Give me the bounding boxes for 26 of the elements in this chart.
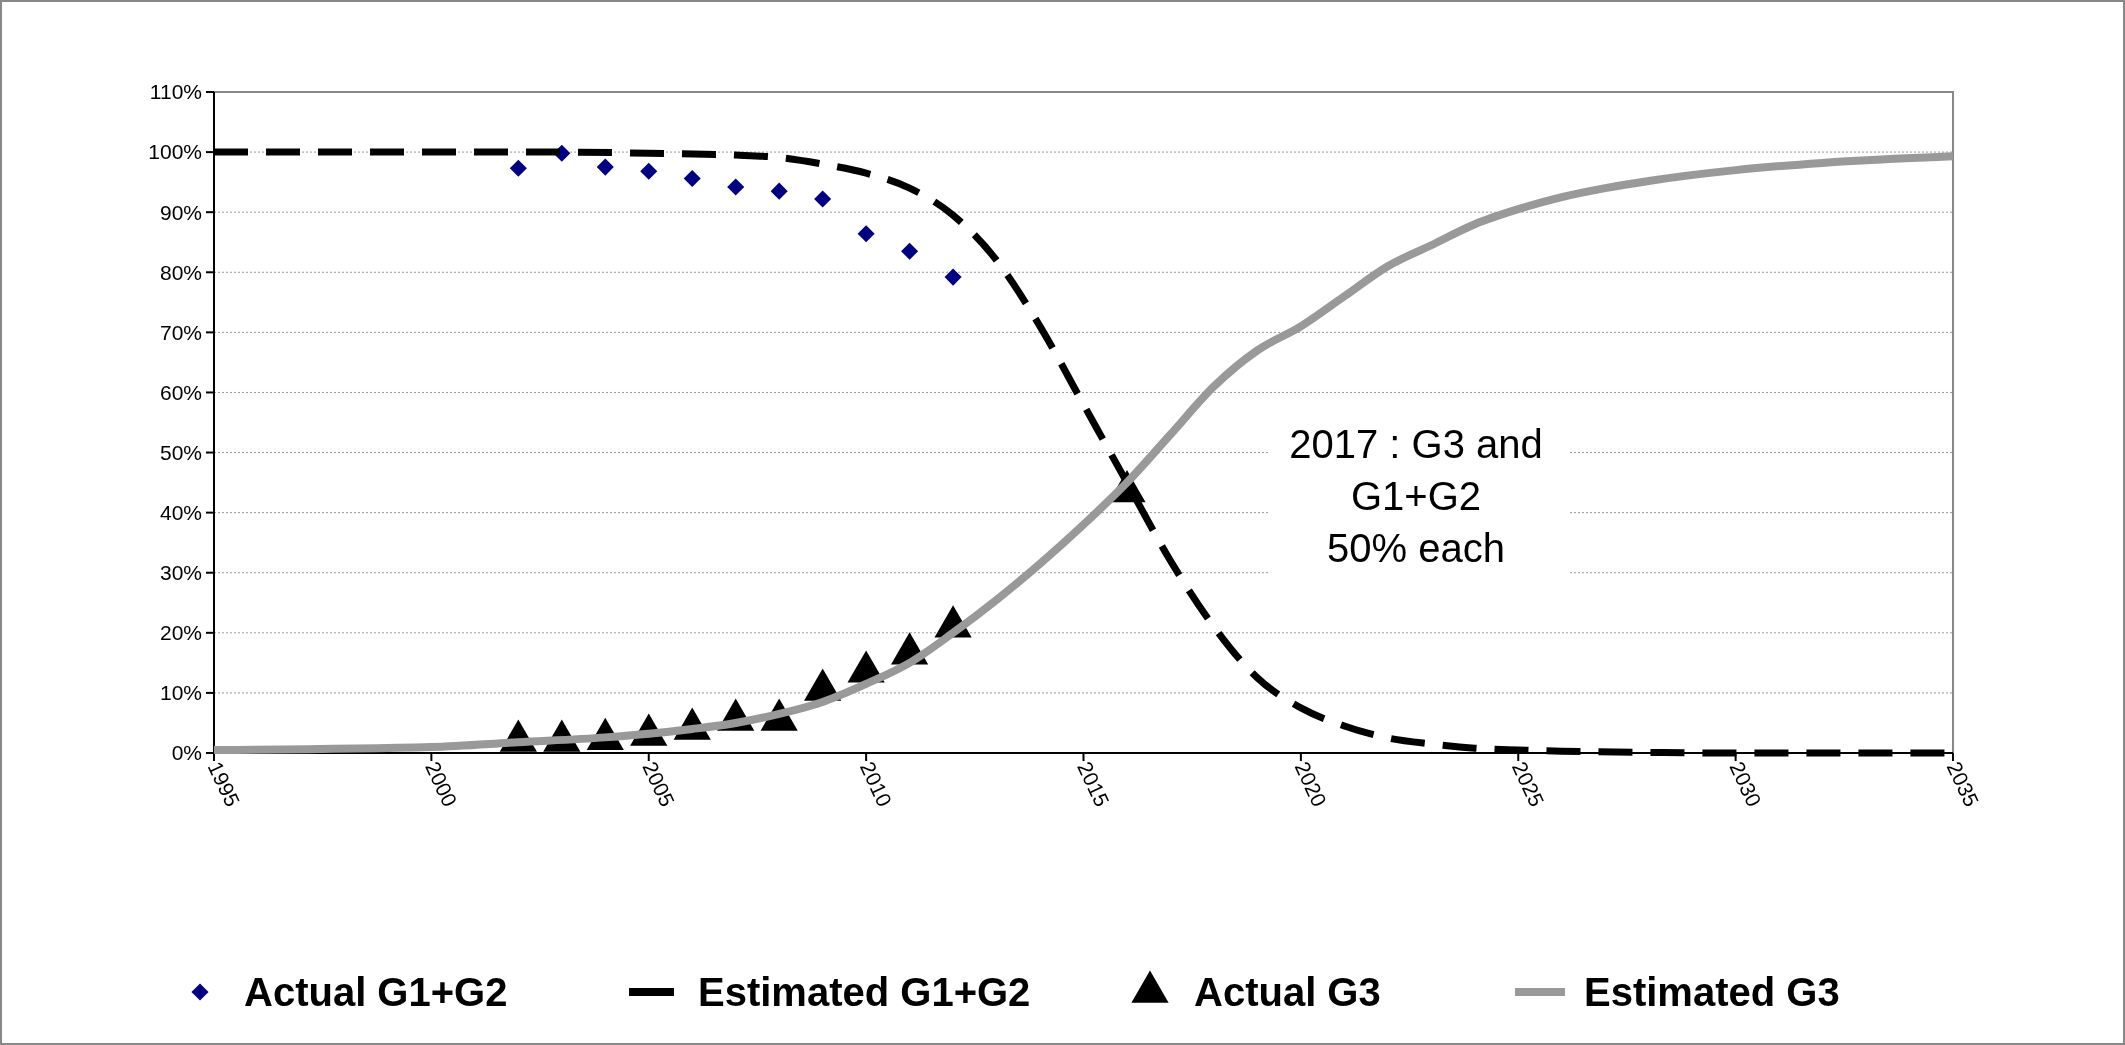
- x-tick-label: 2020: [1290, 758, 1332, 811]
- y-tick-label: 70%: [159, 320, 202, 344]
- x-tick-label: 2025: [1507, 758, 1549, 811]
- y-tick-label: 80%: [159, 260, 202, 284]
- legend-label: Actual G3: [1194, 970, 1381, 1014]
- annotation: 2017 : G3 and G1+G2 50% each: [1289, 422, 1543, 570]
- y-tick-label: 20%: [159, 621, 202, 645]
- y-tick-label: 30%: [159, 561, 202, 585]
- legend-label: Estimated G1+G2: [698, 970, 1031, 1014]
- y-tick-label: 90%: [159, 200, 202, 224]
- x-tick-label: 1995: [203, 758, 245, 811]
- legend-label: Estimated G3: [1584, 970, 1840, 1014]
- x-tick-label: 2035: [1942, 758, 1984, 811]
- x-tick-label: 2005: [638, 758, 680, 811]
- x-tick-label: 2000: [421, 758, 462, 811]
- y-tick-label: 40%: [159, 500, 202, 524]
- y-tick-label: 10%: [159, 681, 202, 705]
- x-tick-label: 2010: [855, 758, 897, 811]
- y-tick-label: 0%: [171, 741, 202, 765]
- legend-label: Actual G1+G2: [244, 970, 508, 1014]
- y-tick-label: 100%: [148, 140, 202, 164]
- x-tick-label: 2030: [1725, 758, 1766, 811]
- x-tick-label: 2015: [1073, 758, 1114, 811]
- y-tick-label: 60%: [159, 380, 202, 404]
- y-tick-label: 50%: [159, 440, 202, 464]
- y-tick-label: 110%: [149, 80, 202, 104]
